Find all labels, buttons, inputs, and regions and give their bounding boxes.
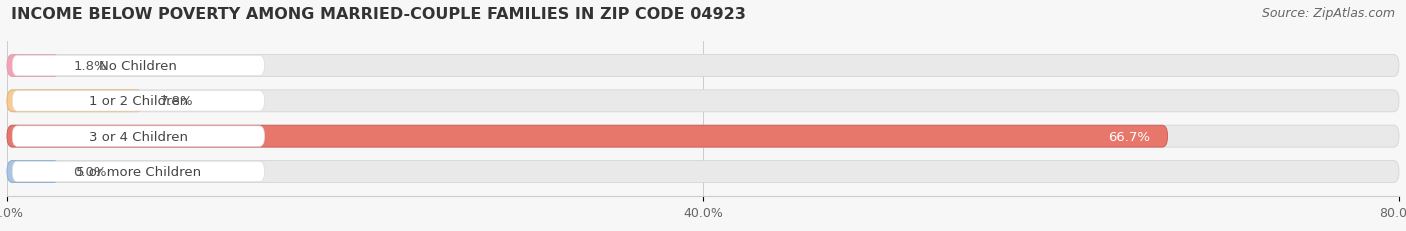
FancyBboxPatch shape — [7, 55, 1399, 77]
Text: 66.7%: 66.7% — [1108, 130, 1150, 143]
FancyBboxPatch shape — [13, 56, 264, 76]
Text: INCOME BELOW POVERTY AMONG MARRIED-COUPLE FAMILIES IN ZIP CODE 04923: INCOME BELOW POVERTY AMONG MARRIED-COUPL… — [11, 7, 747, 22]
Text: 0.0%: 0.0% — [73, 165, 107, 178]
FancyBboxPatch shape — [7, 126, 1399, 147]
FancyBboxPatch shape — [7, 126, 1167, 147]
FancyBboxPatch shape — [13, 91, 264, 112]
Text: 5 or more Children: 5 or more Children — [76, 165, 201, 178]
FancyBboxPatch shape — [13, 161, 264, 182]
FancyBboxPatch shape — [7, 161, 1399, 183]
FancyBboxPatch shape — [7, 55, 59, 77]
FancyBboxPatch shape — [13, 126, 264, 147]
Text: No Children: No Children — [100, 60, 177, 73]
Text: 3 or 4 Children: 3 or 4 Children — [89, 130, 188, 143]
Text: 7.8%: 7.8% — [160, 95, 194, 108]
Text: Source: ZipAtlas.com: Source: ZipAtlas.com — [1261, 7, 1395, 20]
Text: 1.8%: 1.8% — [73, 60, 107, 73]
FancyBboxPatch shape — [7, 91, 1399, 112]
Text: 1 or 2 Children: 1 or 2 Children — [89, 95, 188, 108]
FancyBboxPatch shape — [7, 161, 59, 183]
FancyBboxPatch shape — [7, 91, 143, 112]
